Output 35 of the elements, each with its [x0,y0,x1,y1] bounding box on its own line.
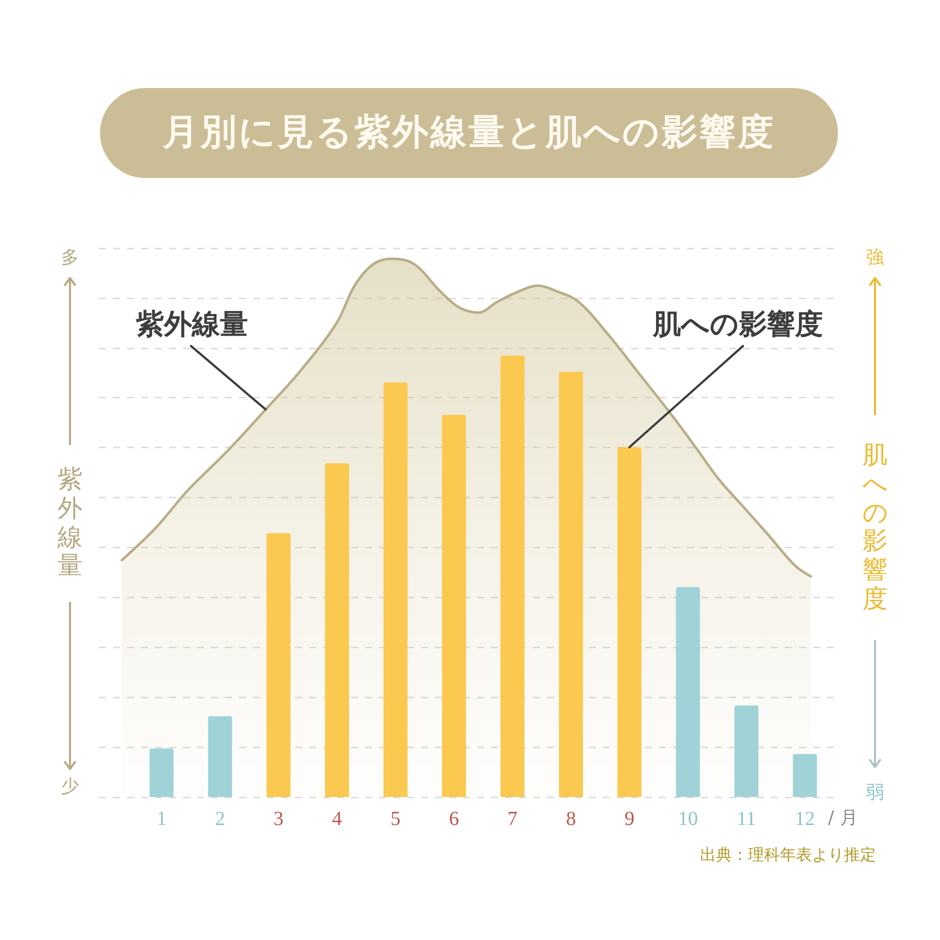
x-tick-label: 9 [624,808,634,830]
x-tick-label: 1 [156,808,167,830]
x-tick-label: 10 [678,808,698,830]
text: 弱 [866,782,884,804]
bar [500,356,524,797]
x-tick-label: 3 [274,808,284,830]
x-tick-label: 11 [736,808,756,830]
source-note: 出典：理科年表より推定 [700,845,876,864]
x-tick-label: 4 [332,808,342,830]
bar [617,447,642,797]
text: 多 [61,247,79,268]
bar [442,414,466,797]
bar [792,754,817,797]
y-axis-title: 紫外線量 [58,464,82,580]
bar [325,463,350,797]
bar [558,372,583,797]
bar [150,748,174,797]
x-tick-label: 2 [215,808,226,830]
text: 紫外線量 [135,308,248,340]
text: 少 [61,776,79,798]
bar [384,382,408,797]
text: 強 [866,247,884,268]
bar [266,533,291,797]
x-tick-label: 7 [507,808,518,830]
chart-title: 月別に見る紫外線量と肌への影響度 [162,112,776,153]
text: 肌への影響度 [652,308,823,340]
x-tick-label: 12 [794,808,815,830]
bar [734,706,758,797]
bar [208,716,232,797]
x-tick-label: 5 [390,808,401,830]
x-tick-label: 8 [566,808,576,830]
y2-axis-title: 肌への影響度 [862,440,888,614]
bar [676,587,700,797]
x-tick-label: 6 [449,808,459,830]
x-axis-title: / 月 [828,808,858,828]
